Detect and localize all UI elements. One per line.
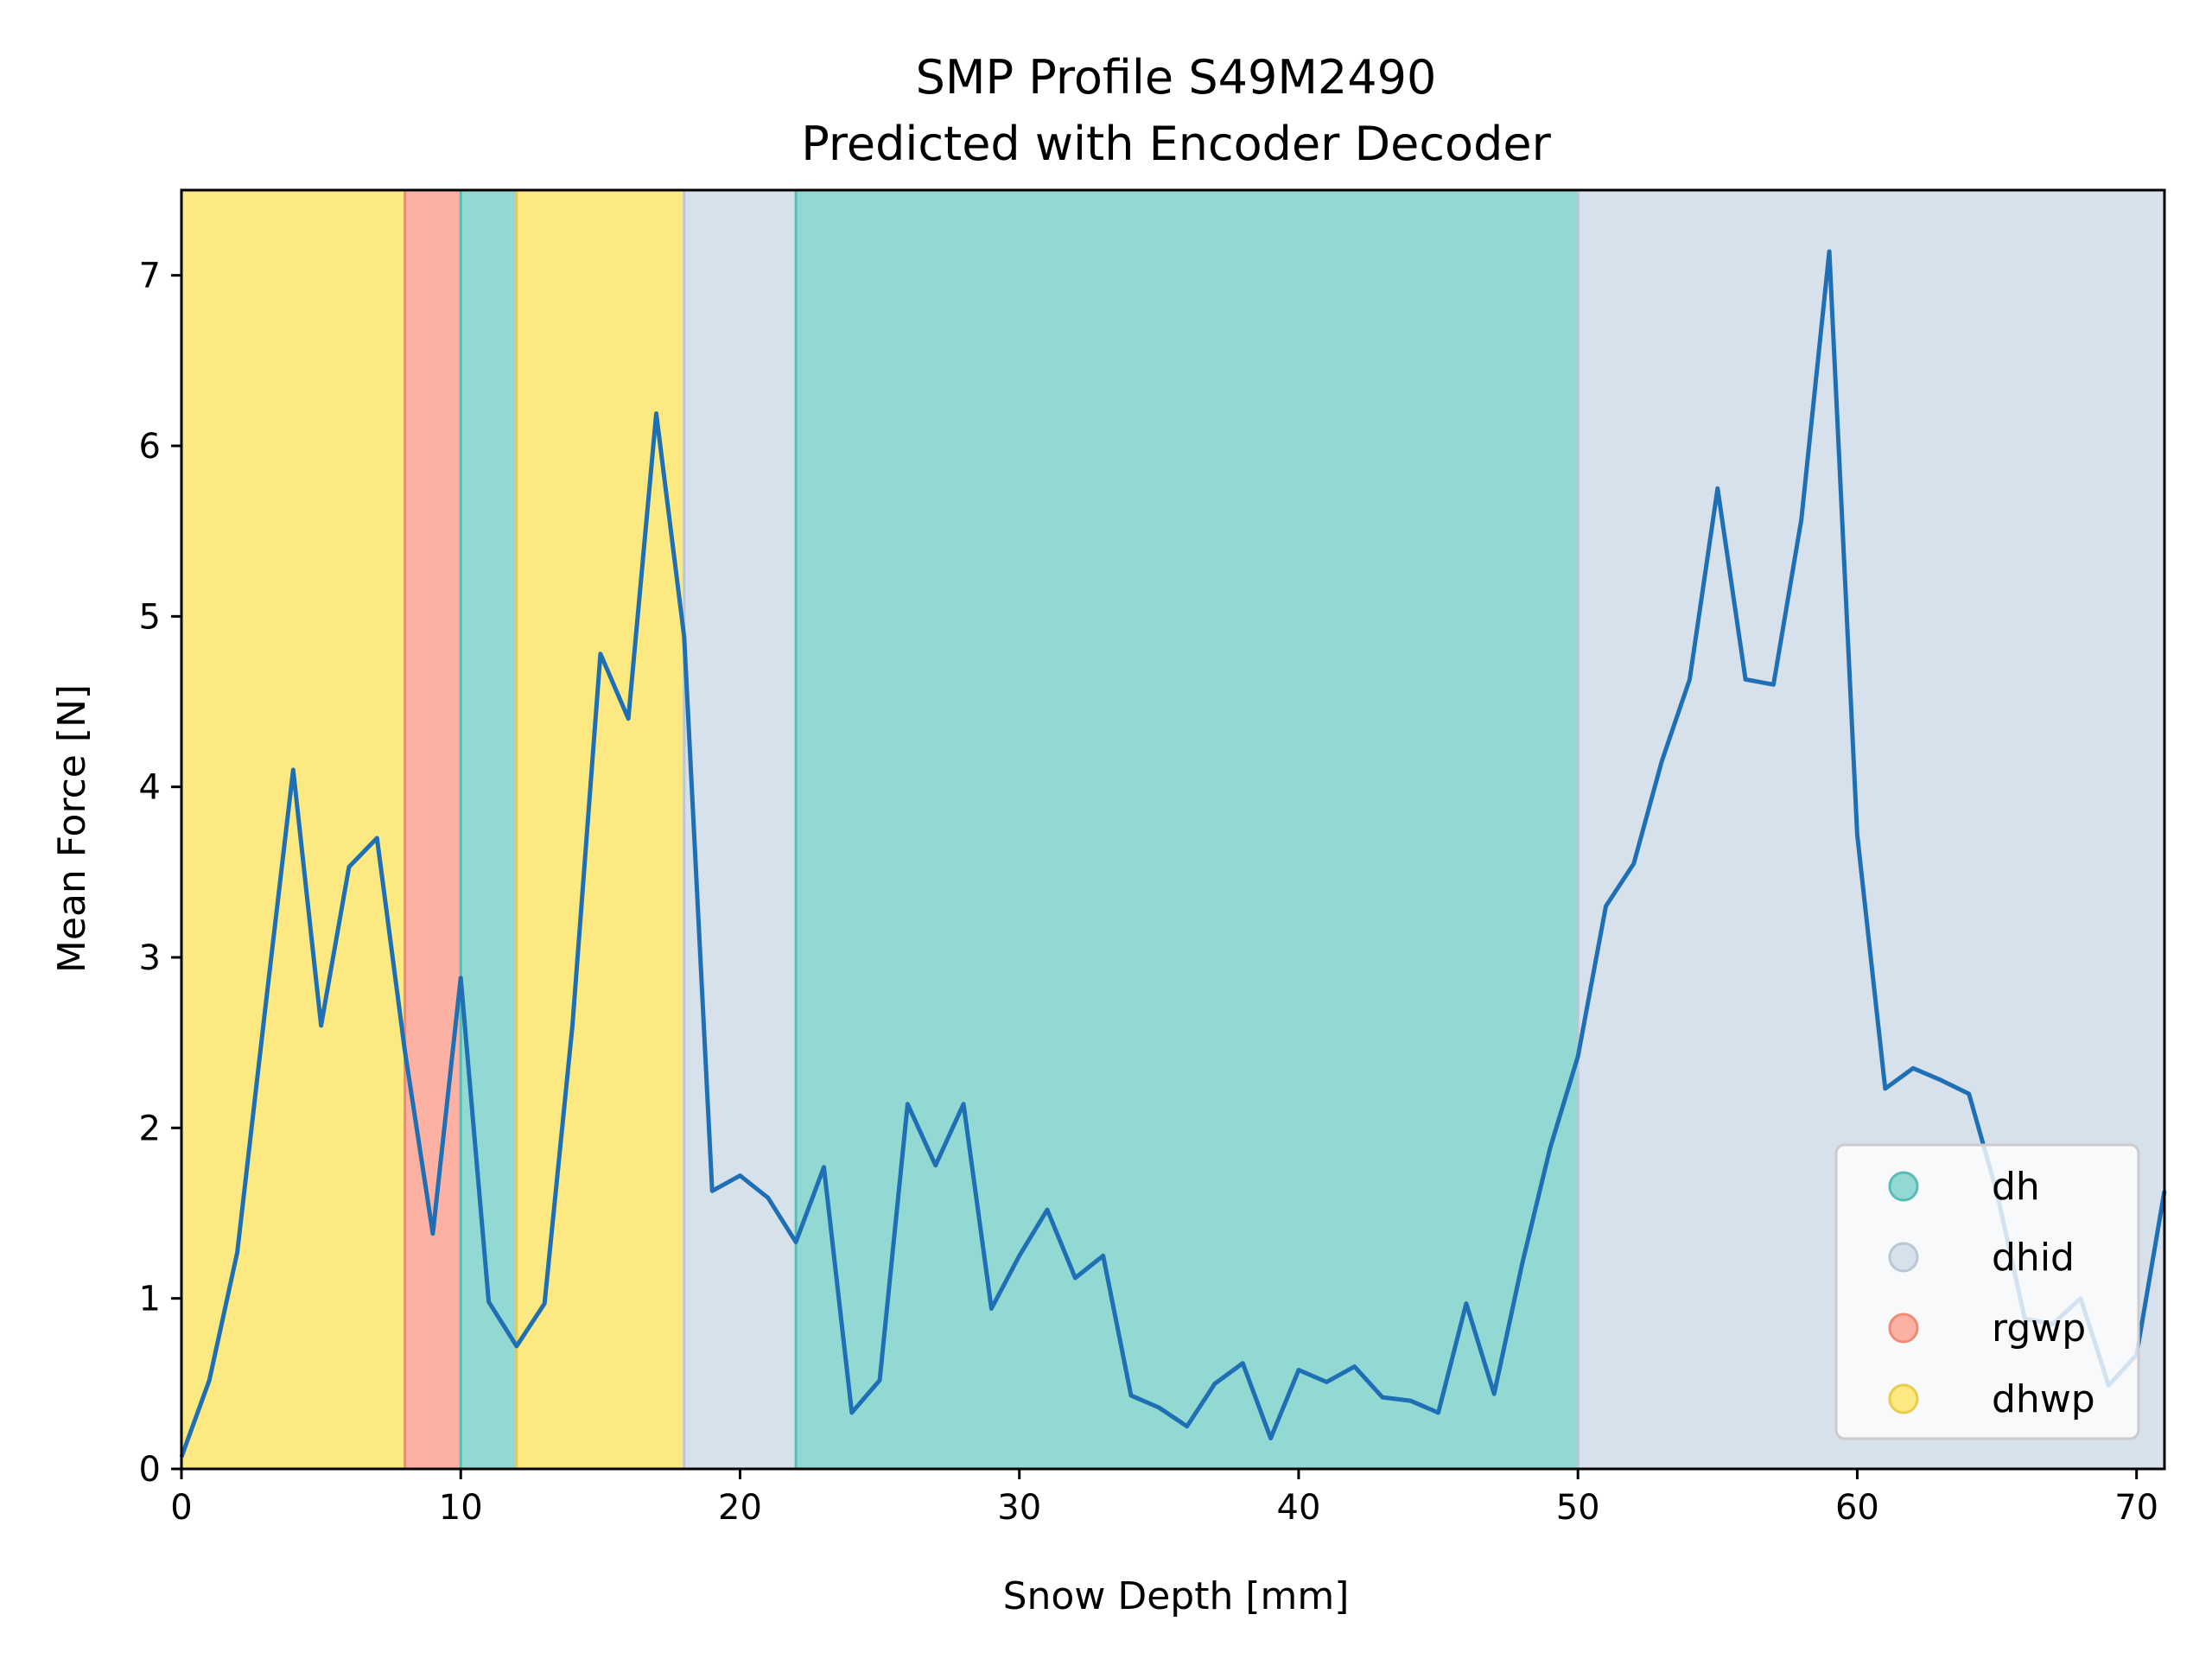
y-tick-label: 6 (139, 427, 161, 467)
layer-band-rgwp-1 (404, 190, 461, 1469)
legend-label-dhwp: dhwp (1992, 1377, 2095, 1421)
y-tick-label: 1 (139, 1280, 161, 1319)
layer-bands (181, 190, 2164, 1469)
y-tick-label: 3 (139, 938, 161, 978)
x-tick-label: 20 (718, 1488, 762, 1528)
y-tick-label: 4 (139, 768, 161, 808)
y-axis-ticks: 0 1 2 3 4 5 6 7 (139, 257, 181, 1490)
layer-band-dhwp-0 (181, 190, 405, 1469)
x-tick-label: 60 (1835, 1488, 1879, 1528)
legend: dh dhid rgwp dhwp (1834, 1143, 2140, 1440)
data-line (179, 249, 2167, 1459)
legend-marker-dhid (1888, 1242, 1919, 1273)
x-tick-label: 70 (2114, 1488, 2158, 1528)
layer-band-dhid-4 (683, 190, 797, 1469)
layer-band-dh-5 (796, 190, 1579, 1469)
y-tick-label: 5 (139, 597, 161, 637)
x-tick-label: 0 (170, 1488, 192, 1528)
legend-label-dhid: dhid (1992, 1236, 2075, 1280)
data-line-group (179, 249, 2167, 1459)
legend-label-dh: dh (1992, 1165, 2040, 1209)
y-tick-label: 0 (139, 1450, 161, 1490)
legend-label-rgwp: rgwp (1992, 1306, 2086, 1351)
x-axis-label: Snow Depth [mm] (1003, 1574, 1350, 1618)
y-tick-label: 2 (139, 1109, 161, 1148)
y-axis-label: Mean Force [N] (50, 684, 94, 973)
x-axis-ticks: 0 10 20 30 40 50 60 70 (170, 1469, 2158, 1528)
legend-marker-dh (1888, 1171, 1919, 1202)
chart-title: SMP Profile S49M2490 (916, 50, 1437, 105)
chart-subtitle: Predicted with Encoder Decoder (801, 117, 1551, 171)
layer-band-dh-2 (461, 190, 517, 1469)
legend-box (1834, 1143, 2140, 1440)
layer-band-dhwp-3 (516, 190, 684, 1469)
x-tick-label: 30 (997, 1488, 1041, 1528)
y-tick-label: 7 (139, 257, 161, 296)
x-tick-label: 50 (1556, 1488, 1600, 1528)
plot-frame (180, 188, 2166, 1471)
legend-marker-dhwp (1888, 1383, 1919, 1414)
x-tick-label: 40 (1277, 1488, 1321, 1528)
x-tick-label: 10 (439, 1488, 483, 1528)
legend-marker-rgwp (1888, 1313, 1919, 1344)
